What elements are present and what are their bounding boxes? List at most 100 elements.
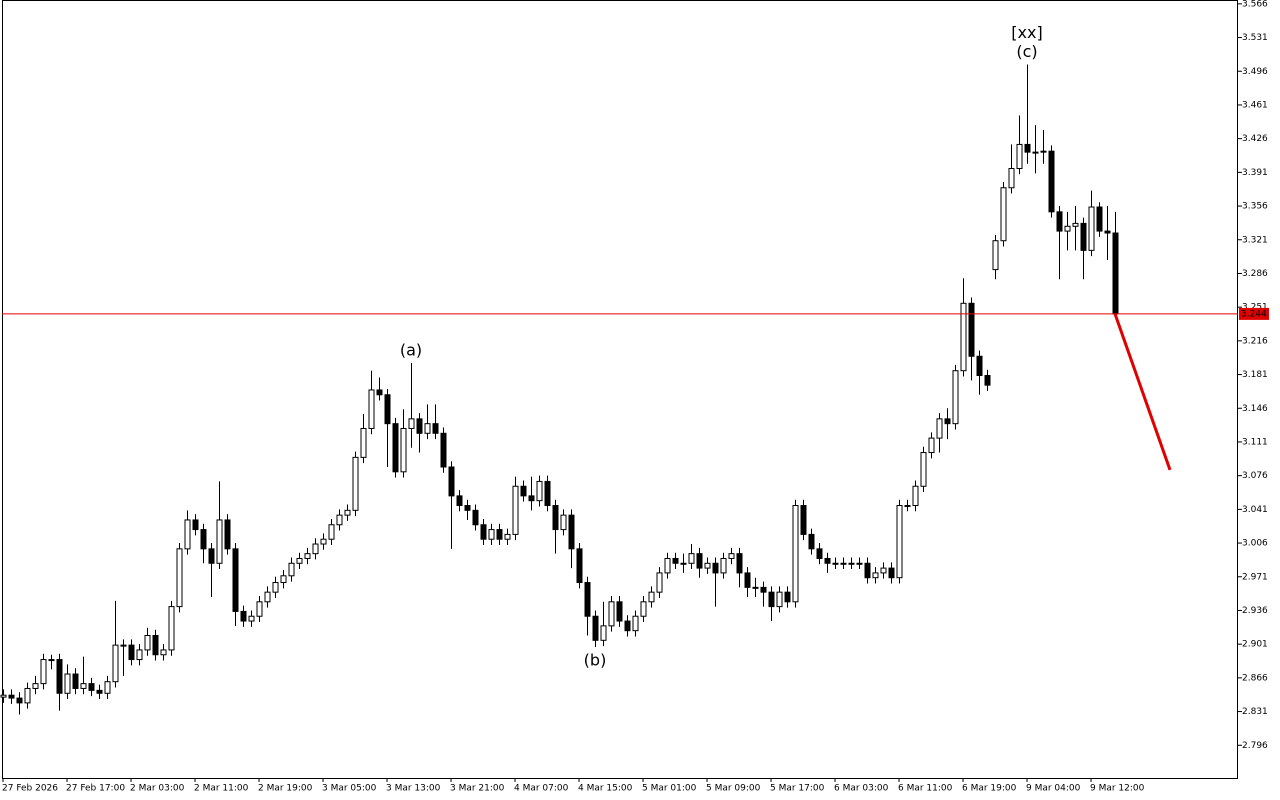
current-price-label: 3.244 [1241,309,1267,319]
candle-body [896,505,903,579]
y-tick-label: 3.321 [1242,235,1268,245]
candle-body [464,505,471,511]
candle-body [176,548,183,608]
candle-body [1080,222,1087,251]
candle-body [368,389,375,429]
candle-body [1024,143,1031,153]
candle-body [576,548,583,584]
candle-body [608,601,615,627]
candle-body [872,572,879,579]
candle-body [296,557,303,564]
y-tick-label: 3.146 [1242,404,1268,414]
candle-body [272,582,279,593]
x-tick-label: 27 Feb 17:00 [66,784,125,794]
candle-body [776,591,783,608]
candle-body [64,673,71,694]
candle-body [592,615,599,641]
candle-body [232,548,239,612]
candle-body [160,649,167,656]
candle-body [88,683,95,691]
candle-body [40,659,47,685]
candle-body [496,529,503,540]
y-tick-label: 3.216 [1242,336,1268,346]
candle-body [672,557,679,564]
candle-body [248,615,255,622]
candle-body [736,553,743,574]
x-tick-label: 5 Mar 01:00 [642,784,697,794]
x-tick-label: 3 Mar 13:00 [386,784,441,794]
x-tick-label: 4 Mar 15:00 [578,784,633,794]
candle-body [840,562,847,565]
candle-body [904,505,911,508]
candle-body [944,418,951,425]
candle-body [512,485,519,535]
y-tick-label: 3.111 [1242,437,1268,447]
candle-body [1040,150,1047,153]
candle-body [824,557,831,564]
y-tick-label: 2.866 [1242,673,1268,683]
y-tick-label: 3.076 [1242,471,1268,481]
x-tick-label: 4 Mar 07:00 [514,784,569,794]
candle-body [712,562,719,574]
candle-body [392,423,399,473]
candle-body [600,625,607,641]
candle-body [1016,143,1023,170]
candle-body [1048,150,1055,213]
candle-body [384,394,391,425]
candle-body [288,562,295,577]
candle-body [472,509,479,526]
candle-body [584,582,591,617]
x-tick-label: 6 Mar 03:00 [834,784,889,794]
x-tick-label: 3 Mar 21:00 [450,784,505,794]
candle-body [792,505,799,603]
candle-body [120,644,127,647]
y-tick-label: 2.796 [1242,741,1268,751]
candle-body [48,659,55,662]
candle-body [280,575,287,584]
candle-body [696,553,703,569]
y-tick-label: 3.496 [1242,67,1268,77]
candle-body [720,557,727,574]
wave-label: [xx] [1011,23,1042,42]
candle-body [816,548,823,559]
candle-body [32,683,39,689]
y-tick-label: 3.391 [1242,168,1268,178]
candle-body [912,485,919,507]
x-tick-label: 2 Mar 11:00 [194,784,249,794]
candle-body [480,524,487,540]
x-tick-label: 5 Mar 17:00 [770,784,825,794]
x-tick-label: 2 Mar 03:00 [130,784,185,794]
y-tick-label: 3.251 [1242,303,1268,313]
candle-body [528,495,535,502]
candle-body [656,572,663,593]
candle-body [104,681,111,694]
candle-body [552,505,559,531]
candle-body [128,644,135,661]
candle-body [256,601,263,617]
candle-body [640,601,647,617]
current-price-box [1239,307,1269,320]
candle-body [1072,222,1079,227]
candle-body [920,452,927,487]
candle-body [744,572,751,588]
candle-body [416,418,423,434]
candle-body [448,466,455,497]
candle-body [344,509,351,516]
candle-body [784,591,791,603]
candle-body [624,620,631,632]
y-tick-label: 3.181 [1242,370,1268,380]
candle-body [224,519,231,550]
candle-body [1056,211,1063,232]
candle-body [880,567,887,574]
y-tick-label: 3.426 [1242,134,1268,144]
y-tick-label: 3.531 [1242,33,1268,43]
candle-body [960,302,967,372]
candle-body [24,687,31,704]
x-tick-label: 27 Feb 2026 [2,784,58,794]
candle-body [928,437,935,454]
x-tick-label: 2 Mar 19:00 [258,784,313,794]
candle-body [432,423,439,434]
candle-body [168,606,175,651]
candle-body [192,519,199,531]
candle-body [208,548,215,564]
